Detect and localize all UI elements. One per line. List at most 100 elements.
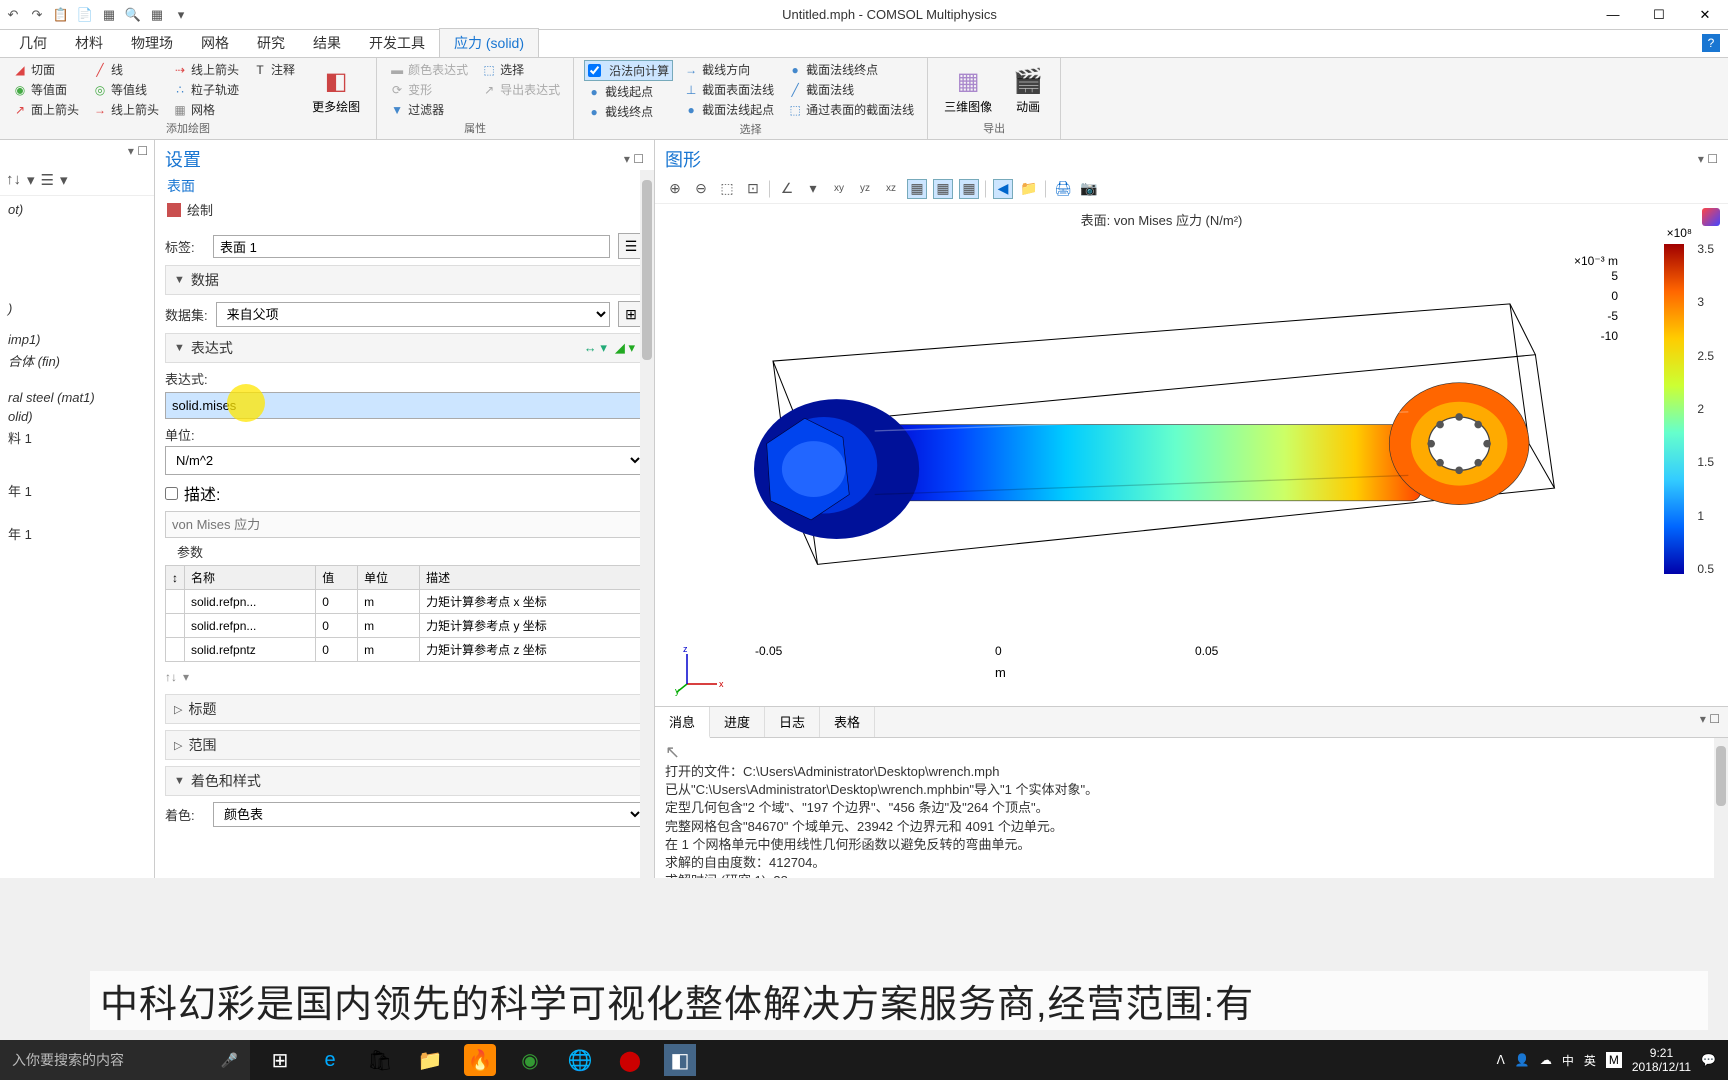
view3-icon[interactable]: ▦ [959, 179, 979, 199]
ribbon-arrow-line[interactable]: →线上箭头 [90, 100, 162, 119]
ribbon-cutline-dir[interactable]: →截线方向 [681, 60, 777, 79]
yz-icon[interactable]: yz [855, 179, 875, 199]
taskbar-search[interactable]: 入你要搜索的内容 🎤 [0, 1040, 250, 1080]
record-icon[interactable]: ⬤ [606, 1040, 654, 1080]
ribbon-cutline-end[interactable]: ●截线终点 [584, 102, 673, 121]
dataset-select[interactable]: 来自父项 [216, 302, 610, 327]
expression-input[interactable] [165, 392, 644, 419]
table-tool-icon[interactable]: ↑↓ [165, 670, 177, 684]
ribbon-cutline-start[interactable]: ●截线起点 [584, 82, 673, 101]
panel-pin-icon[interactable]: ▾ ☐ [624, 152, 644, 166]
tab-log[interactable]: 日志 [765, 707, 820, 737]
tray-icon[interactable]: 👤 [1515, 1053, 1530, 1067]
tray-clock[interactable]: 9:21 2018/12/11 [1632, 1046, 1691, 1075]
panel-actions-icon[interactable]: ▾ ☐ [1698, 152, 1718, 166]
title-section-header[interactable]: ▷标题 [165, 694, 644, 724]
color-section-header[interactable]: ▼着色和样式 [165, 766, 644, 796]
comsol-icon[interactable]: ◧ [664, 1044, 696, 1076]
task-view-icon[interactable]: ⊞ [256, 1040, 304, 1080]
tab-devtools[interactable]: 开发工具 [355, 29, 439, 57]
mic-icon[interactable]: 🎤 [221, 1052, 238, 1069]
ribbon-cutplane-line[interactable]: ╱截面法线 [785, 80, 917, 99]
select-icon[interactable]: ◀ [993, 179, 1013, 199]
ribbon-isosurface[interactable]: ◉等值面 [10, 80, 82, 99]
qat-icon[interactable]: ▾ [173, 7, 189, 23]
tree-content[interactable]: ot) ) imp1) 合体 (fin) ral steel (mat1) ol… [0, 196, 154, 878]
close-button[interactable]: ✕ [1682, 0, 1728, 30]
tab-results[interactable]: 结果 [299, 29, 355, 57]
ribbon-arrow-line2[interactable]: ⇢线上箭头 [170, 60, 242, 79]
tab-progress[interactable]: 进度 [710, 707, 765, 737]
table-tool-icon[interactable]: ▾ [183, 670, 189, 684]
tree-nav-icon[interactable]: ↑↓ [6, 171, 21, 188]
store-icon[interactable]: 🛍 [356, 1040, 404, 1080]
ribbon-cutplane-through[interactable]: ⬚通过表面的截面法线 [785, 100, 917, 119]
ribbon-cutplane-normal[interactable]: ⊥截面表面法线 [681, 80, 777, 99]
messages-body[interactable]: ↖ 打开的文件：C:\Users\Administrator\Desktop\w… [655, 738, 1728, 878]
tab-messages[interactable]: 消息 [655, 707, 710, 738]
browser-icon[interactable]: 🌐 [556, 1040, 604, 1080]
plot-button[interactable]: 绘制 [187, 200, 213, 219]
ribbon-line[interactable]: ╱线 [90, 60, 162, 79]
edge-icon[interactable]: e [306, 1040, 354, 1080]
ribbon-mesh[interactable]: ▦网格 [170, 100, 242, 119]
ribbon-normal-calc[interactable]: 沿法向计算 [584, 60, 673, 81]
ribbon-3d-image[interactable]: ▦三维图像 [934, 60, 1002, 120]
ribbon-filter[interactable]: ▼过滤器 [387, 100, 471, 119]
qat-icon[interactable]: 📄 [77, 7, 93, 23]
ribbon-cutplane-end[interactable]: ●截面法线终点 [785, 60, 917, 79]
tray-input[interactable]: M [1606, 1052, 1622, 1068]
print-icon[interactable]: 🖨 [1053, 179, 1073, 199]
xz-icon[interactable]: xz [881, 179, 901, 199]
unit-select[interactable]: N/m^2 [165, 446, 644, 475]
xy-icon[interactable]: xy [829, 179, 849, 199]
messages-scrollbar[interactable] [1714, 738, 1728, 878]
expr-action1-icon[interactable]: ↔ ▾ [584, 340, 607, 356]
qat-icon[interactable]: ↶ [5, 7, 21, 23]
tray-icon[interactable]: ☁ [1540, 1053, 1552, 1067]
qat-icon[interactable]: 📋 [53, 7, 69, 23]
desc-input[interactable] [165, 511, 644, 538]
qat-icon[interactable]: 🔍 [125, 7, 141, 23]
tree-list-icon[interactable]: ☰ [41, 171, 54, 189]
ribbon-contour[interactable]: ◎等值线 [90, 80, 162, 99]
tab-physics[interactable]: 物理场 [117, 29, 187, 57]
explorer-icon[interactable]: 📁 [406, 1040, 454, 1080]
tab-stress[interactable]: 应力 (solid) [439, 28, 539, 57]
help-icon[interactable]: ? [1702, 34, 1720, 52]
zoom-in-icon[interactable]: ⊕ [665, 179, 685, 199]
zoom-out-icon[interactable]: ⊖ [691, 179, 711, 199]
maximize-button[interactable]: ☐ [1636, 0, 1682, 30]
qat-icon[interactable]: ↷ [29, 7, 45, 23]
ribbon-arrow-surface[interactable]: ↗面上箭头 [10, 100, 82, 119]
shading-select[interactable]: 颜色表 [213, 802, 644, 827]
label-input[interactable] [213, 235, 610, 258]
tab-table[interactable]: 表格 [820, 707, 875, 737]
ribbon-cutplane-start[interactable]: ●截面法线起点 [681, 100, 777, 119]
data-section-header[interactable]: ▼数据 [165, 265, 644, 295]
notifications-icon[interactable]: 💬 [1701, 1053, 1716, 1067]
expr-action2-icon[interactable]: ◢ ▾ [615, 340, 635, 356]
graphics-view[interactable]: 表面: von Mises 应力 (N/m²) [655, 204, 1728, 706]
ribbon-particle[interactable]: ∴粒子轨迹 [170, 80, 242, 99]
zoom-box-icon[interactable]: ⬚ [717, 179, 737, 199]
ribbon-select[interactable]: ⬚选择 [479, 60, 563, 79]
desc-checkbox[interactable] [165, 487, 178, 500]
tab-materials[interactable]: 材料 [61, 29, 117, 57]
tab-geometry[interactable]: 几何 [5, 29, 61, 57]
msg-actions-icon[interactable]: ▾ ☐ [1692, 707, 1728, 737]
view2-icon[interactable]: ▦ [933, 179, 953, 199]
snapshot-icon[interactable]: 📁 [1019, 179, 1039, 199]
settings-scrollbar[interactable] [640, 170, 654, 878]
ribbon-animation[interactable]: 🎬动画 [1002, 60, 1054, 120]
app-icon[interactable]: 🔥 [464, 1044, 496, 1076]
tab-study[interactable]: 研究 [243, 29, 299, 57]
tray-lang2[interactable]: 英 [1584, 1052, 1596, 1069]
expr-section-header[interactable]: ▼表达式 ↔ ▾◢ ▾ [165, 333, 644, 363]
ribbon-more-plots[interactable]: ◧ 更多绘图 [302, 60, 370, 120]
app-icon[interactable]: ◉ [506, 1040, 554, 1080]
tab-mesh[interactable]: 网格 [187, 29, 243, 57]
range-section-header[interactable]: ▷范围 [165, 730, 644, 760]
qat-icon[interactable]: ▦ [149, 7, 165, 23]
view-icon[interactable]: ∠ [777, 179, 797, 199]
